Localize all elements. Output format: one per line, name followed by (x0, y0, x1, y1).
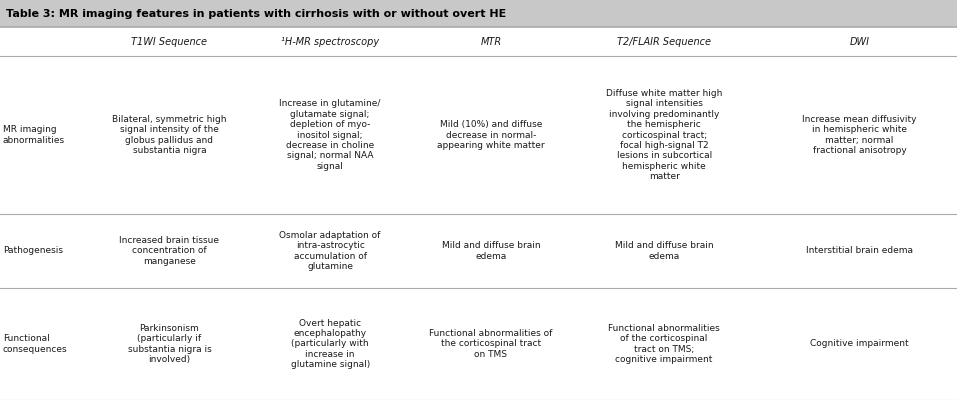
Text: Cognitive impairment: Cognitive impairment (810, 340, 909, 348)
Bar (0, 0, 957, 27)
Text: Bilateral, symmetric high
signal intensity of the
globus pallidus and
substantia: Bilateral, symmetric high signal intensi… (112, 115, 227, 155)
Text: Mild and diffuse brain
edema: Mild and diffuse brain edema (614, 241, 714, 261)
Text: Functional
consequences: Functional consequences (3, 334, 68, 354)
Text: T1WI Sequence: T1WI Sequence (131, 37, 208, 47)
Text: Parkinsonism
(particularly if
substantia nigra is
involved): Parkinsonism (particularly if substantia… (127, 324, 211, 364)
Text: DWI: DWI (850, 37, 869, 47)
Text: Mild (10%) and diffuse
decrease in normal-
appearing white matter: Mild (10%) and diffuse decrease in norma… (437, 120, 545, 150)
Text: Interstitial brain edema: Interstitial brain edema (806, 246, 913, 256)
Text: Diffuse white matter high
signal intensities
involving predominantly
the hemisph: Diffuse white matter high signal intensi… (606, 89, 723, 181)
Text: Table 3: MR imaging features in patients with cirrhosis with or without overt HE: Table 3: MR imaging features in patients… (6, 9, 506, 18)
Text: Mild and diffuse brain
edema: Mild and diffuse brain edema (441, 241, 541, 261)
Text: Increase mean diffusivity
in hemispheric white
matter; normal
fractional anisotr: Increase mean diffusivity in hemispheric… (802, 115, 917, 155)
Text: T2/FLAIR Sequence: T2/FLAIR Sequence (617, 37, 711, 47)
Text: Overt hepatic
encephalopathy
(particularly with
increase in
glutamine signal): Overt hepatic encephalopathy (particular… (291, 319, 369, 369)
Text: Increased brain tissue
concentration of
manganese: Increased brain tissue concentration of … (120, 236, 219, 266)
Text: MR imaging
abnormalities: MR imaging abnormalities (3, 125, 65, 145)
Text: Functional abnormalities of
the corticospinal tract
on TMS: Functional abnormalities of the corticos… (430, 329, 552, 359)
Text: Pathogenesis: Pathogenesis (3, 246, 63, 256)
Text: ¹H-MR spectroscopy: ¹H-MR spectroscopy (281, 37, 379, 47)
Text: Osmolar adaptation of
intra-astrocytic
accumulation of
glutamine: Osmolar adaptation of intra-astrocytic a… (279, 231, 381, 271)
Text: MTR: MTR (480, 37, 501, 47)
Text: Increase in glutamine/
glutamate signal;
depletion of myo-
inositol signal;
decr: Increase in glutamine/ glutamate signal;… (279, 99, 381, 171)
Text: Functional abnormalities
of the corticospinal
tract on TMS;
cognitive impairment: Functional abnormalities of the corticos… (609, 324, 720, 364)
